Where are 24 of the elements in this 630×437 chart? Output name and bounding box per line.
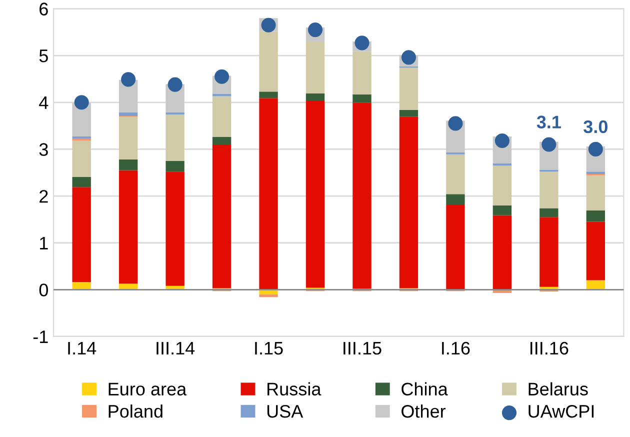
y-tick-label: 4 [39, 96, 48, 109]
y-tick-label: 2 [40, 190, 48, 203]
x-tick-label: III.14 [156, 342, 195, 354]
legend-label: USA [267, 404, 304, 418]
data-label: 3.1 [536, 116, 561, 128]
x-tick-label: I.16 [442, 342, 470, 355]
y-tick-label: 6 [40, 2, 48, 16]
x-tick-label: I.15 [255, 342, 283, 355]
y-tick-label: 3 [39, 143, 48, 156]
y-tick-label: -1 [33, 330, 48, 344]
data-label: 3.0 [584, 120, 608, 134]
legend-label: China [402, 382, 448, 396]
y-tick-label: 5 [39, 50, 48, 62]
x-tick-label: III.15 [344, 342, 382, 355]
y-tick-label: 0 [39, 284, 48, 296]
y-tick-label: 1 [40, 236, 48, 250]
legend-label: Belarus [528, 382, 588, 396]
legend-label: Russia [268, 382, 322, 396]
x-tick-label: I.14 [68, 342, 96, 354]
x-tick-label: III.16 [530, 342, 568, 355]
legend-label: UAwCPI [528, 404, 594, 418]
legend-label: Euro area [108, 382, 187, 396]
legend-label: Other [402, 404, 446, 418]
legend-label: Poland [108, 404, 162, 418]
